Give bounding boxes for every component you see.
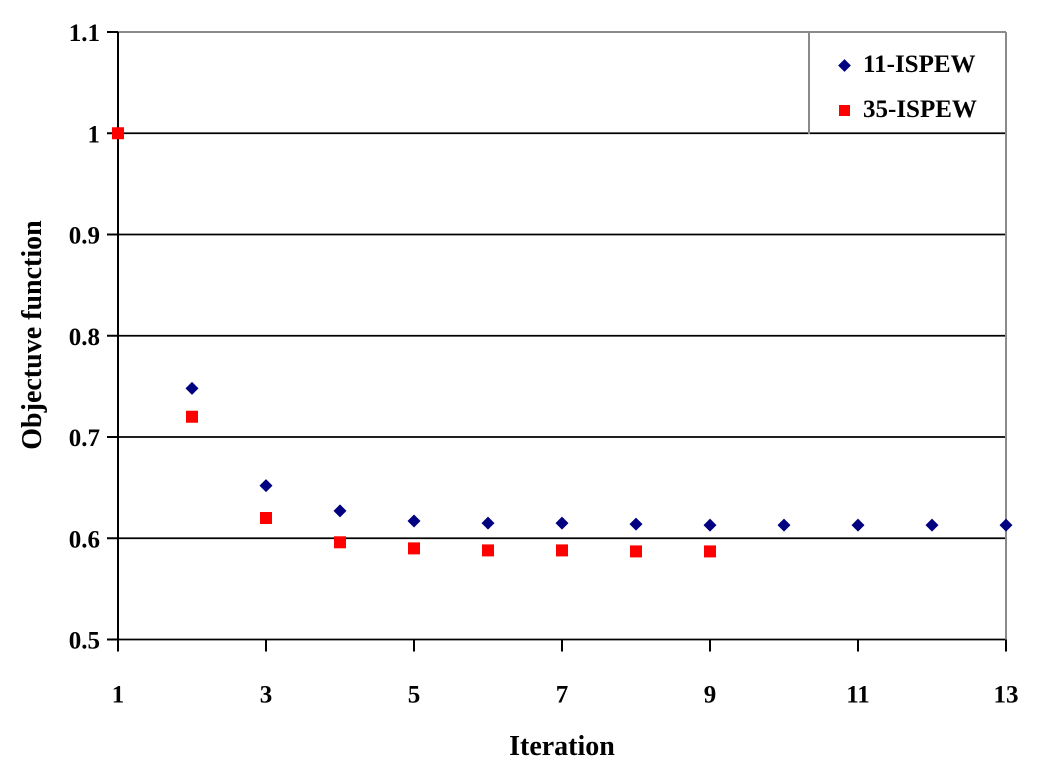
data-point-11-ISPEW xyxy=(925,518,939,532)
y-tick-label: 0.8 xyxy=(69,324,100,351)
data-point-11-ISPEW xyxy=(407,514,421,528)
y-tick-label: 0.9 xyxy=(69,223,100,250)
data-point-11-ISPEW xyxy=(777,518,791,532)
x-tick-label: 11 xyxy=(846,682,870,709)
y-axis-title: Objectuve function xyxy=(17,220,48,450)
x-tick-label: 1 xyxy=(112,682,125,709)
square-marker-icon xyxy=(837,103,851,117)
data-point-11-ISPEW xyxy=(333,504,347,518)
x-tick-label: 7 xyxy=(556,682,569,709)
x-tick-label: 3 xyxy=(260,682,273,709)
data-point-35-ISPEW xyxy=(482,544,494,557)
data-point-35-ISPEW xyxy=(334,536,346,549)
data-point-35-ISPEW xyxy=(556,544,568,557)
legend-label: 11-ISPEW xyxy=(863,51,976,78)
x-tick-label: 5 xyxy=(408,682,421,709)
y-tick-label: 0.7 xyxy=(69,425,100,452)
y-tick-label: 1 xyxy=(88,121,101,148)
y-tick-label: 0.5 xyxy=(69,628,100,655)
y-tick-label: 1.1 xyxy=(69,20,100,47)
data-point-11-ISPEW xyxy=(481,516,495,530)
data-point-11-ISPEW xyxy=(851,518,865,532)
x-tick-label: 13 xyxy=(994,682,1019,709)
data-point-11-ISPEW xyxy=(703,518,717,532)
data-point-11-ISPEW xyxy=(629,517,643,531)
x-tick-label: 9 xyxy=(704,682,717,709)
legend-item-11-ispew: 11-ISPEW xyxy=(810,51,976,78)
data-point-11-ISPEW xyxy=(999,518,1013,532)
y-tick-label: 0.6 xyxy=(69,526,100,553)
data-point-35-ISPEW xyxy=(260,512,272,524)
data-point-11-ISPEW xyxy=(259,479,273,493)
diamond-marker-icon xyxy=(837,58,851,72)
data-point-35-ISPEW xyxy=(704,545,716,558)
data-point-35-ISPEW xyxy=(186,410,198,423)
x-axis-title: Iteration xyxy=(509,731,615,762)
data-point-35-ISPEW xyxy=(408,542,420,555)
data-point-35-ISPEW xyxy=(630,545,642,558)
legend-label: 35-ISPEW xyxy=(863,96,977,123)
data-point-11-ISPEW xyxy=(185,381,199,395)
legend: 11-ISPEW 35-ISPEW xyxy=(808,32,1006,134)
data-point-11-ISPEW xyxy=(555,516,569,530)
legend-item-35-ispew: 35-ISPEW xyxy=(810,96,977,123)
data-point-35-ISPEW xyxy=(112,127,124,140)
